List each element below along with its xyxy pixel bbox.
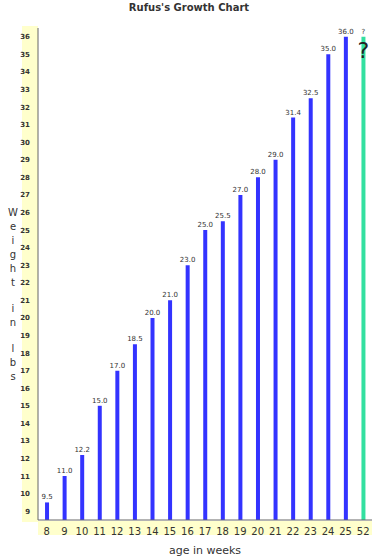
svg-text:26: 26: [20, 209, 30, 217]
svg-text:12: 12: [20, 455, 30, 463]
svg-text:11: 11: [20, 473, 30, 481]
html-text:s: s: [10, 371, 16, 382]
svg-text:25.0: 25.0: [197, 221, 213, 229]
svg-text:18.5: 18.5: [127, 335, 143, 343]
svg-text:29: 29: [20, 156, 30, 164]
html-text:b: b: [9, 357, 17, 368]
html-text:W: W: [8, 207, 18, 218]
svg-text:23: 23: [20, 262, 30, 270]
html-text:l: l: [11, 343, 15, 354]
svg-text:52: 52: [357, 526, 370, 537]
svg-text:23: 23: [304, 526, 317, 537]
svg-text:9: 9: [61, 526, 67, 537]
svg-text:12: 12: [111, 526, 124, 537]
svg-text:31.4: 31.4: [285, 109, 301, 117]
svg-text:11: 11: [93, 526, 106, 537]
svg-text:18: 18: [20, 350, 30, 358]
svg-text:8: 8: [44, 526, 50, 537]
svg-text:21: 21: [20, 297, 30, 305]
svg-text:13: 13: [20, 437, 30, 445]
html-text:Rufus's Growth Chart: Rufus's Growth Chart: [128, 2, 250, 13]
html-text:g: g: [9, 249, 17, 260]
svg-text:32.5: 32.5: [303, 89, 319, 97]
svg-text:25: 25: [20, 227, 30, 235]
svg-text:30: 30: [20, 139, 30, 147]
svg-text:14: 14: [20, 420, 30, 428]
svg-text:35.0: 35.0: [320, 45, 336, 53]
svg-text:14: 14: [146, 526, 159, 537]
svg-text:17: 17: [20, 367, 30, 375]
svg-text:9.5: 9.5: [41, 493, 52, 501]
svg-text:16: 16: [20, 385, 30, 393]
svg-text:15: 15: [163, 526, 176, 537]
svg-text:9: 9: [25, 508, 30, 516]
svg-text:19: 19: [234, 526, 247, 537]
svg-text:28.0: 28.0: [250, 168, 266, 176]
svg-text:22: 22: [20, 279, 30, 287]
svg-text:18: 18: [216, 526, 229, 537]
svg-text:34: 34: [20, 68, 30, 76]
svg-text:20: 20: [251, 526, 264, 537]
svg-text:29.0: 29.0: [268, 151, 284, 159]
svg-text:25.5: 25.5: [215, 212, 231, 220]
svg-text:24: 24: [20, 244, 30, 252]
svg-text:10: 10: [20, 490, 30, 498]
svg-text:19: 19: [20, 332, 30, 340]
html-text:t: t: [11, 277, 15, 288]
svg-text:32: 32: [20, 104, 30, 112]
svg-text:28: 28: [20, 174, 30, 182]
svg-text:23.0: 23.0: [180, 256, 196, 264]
svg-text:10: 10: [76, 526, 89, 537]
svg-text:24: 24: [322, 526, 335, 537]
svg-text:22: 22: [287, 526, 300, 537]
svg-text:20: 20: [20, 314, 30, 322]
svg-text:age in weeks: age in weeks: [169, 544, 241, 557]
html-text:e: e: [9, 221, 17, 232]
svg-text:36: 36: [20, 33, 30, 41]
svg-text:35: 35: [20, 51, 30, 59]
svg-text:?: ?: [358, 38, 370, 63]
html-text:h: h: [9, 263, 17, 274]
svg-text:13: 13: [128, 526, 141, 537]
html-text:n: n: [9, 317, 17, 328]
svg-text:31: 31: [20, 121, 30, 129]
html-text:i: i: [11, 303, 15, 314]
html-text:i: i: [11, 235, 15, 246]
svg-text:21.0: 21.0: [162, 291, 178, 299]
svg-text:15.0: 15.0: [92, 397, 108, 405]
svg-text:27: 27: [20, 191, 30, 199]
svg-text:?: ?: [362, 28, 366, 36]
svg-text:16: 16: [181, 526, 194, 537]
svg-text:33: 33: [20, 86, 30, 94]
svg-text:27.0: 27.0: [233, 186, 249, 194]
svg-text:17: 17: [199, 526, 212, 537]
svg-text:11.0: 11.0: [57, 467, 73, 475]
svg-text:21: 21: [269, 526, 282, 537]
svg-text:17.0: 17.0: [110, 362, 126, 370]
svg-text:25: 25: [339, 526, 352, 537]
svg-text:20.0: 20.0: [145, 309, 161, 317]
svg-text:36.0: 36.0: [338, 28, 354, 36]
svg-text:12.2: 12.2: [74, 446, 90, 454]
svg-text:15: 15: [20, 402, 30, 410]
